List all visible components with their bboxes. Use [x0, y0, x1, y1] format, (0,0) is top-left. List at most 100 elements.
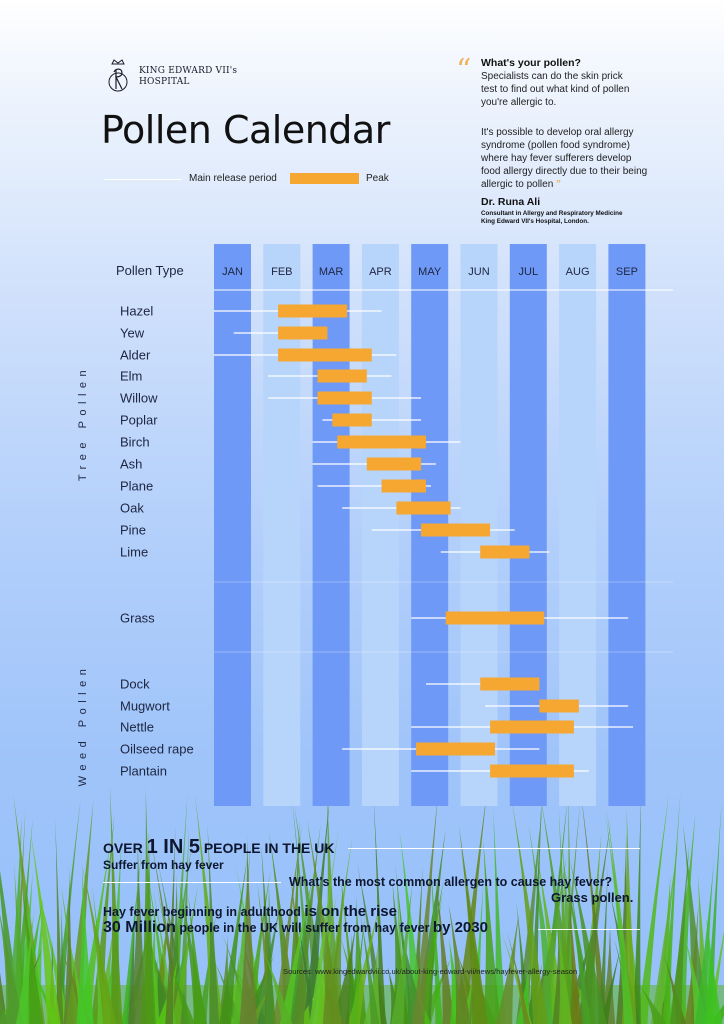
- brand-line-2: HOSPITAL: [139, 77, 190, 87]
- legend-peak-label: Peak: [366, 173, 389, 184]
- month-column-jan: [214, 244, 251, 806]
- grass-blade: [600, 925, 616, 1024]
- grass-blade: [556, 915, 573, 1024]
- pollen-label: Mugwort: [120, 699, 170, 714]
- month-column-apr: [361, 244, 399, 806]
- page-title: Pollen Calendar: [101, 108, 390, 152]
- grass-blade: [314, 948, 334, 1024]
- month-label: SEP: [616, 266, 638, 278]
- month-label: MAY: [418, 266, 442, 278]
- grass-blade: [21, 884, 44, 1024]
- stat-1-big: 1 IN 5: [146, 836, 200, 858]
- peak-bar: [416, 742, 496, 756]
- peak-bar: [278, 326, 328, 340]
- grass-blade: [279, 870, 315, 1024]
- stat-4-end: by 2030: [432, 919, 488, 936]
- grass-blade: [27, 901, 44, 1024]
- pollen-label: Poplar: [120, 413, 158, 428]
- pollen-label: Plantain: [120, 764, 167, 779]
- grass-blade: [81, 863, 116, 1024]
- quote-role-line-2: King Edward VII's Hospital, London.: [481, 218, 589, 225]
- grass-blade: [6, 817, 22, 1024]
- pollen-label: Dock: [120, 677, 150, 692]
- peak-bar: [332, 413, 372, 427]
- grass-blade: [30, 830, 61, 1024]
- peak-bar: [421, 523, 491, 537]
- grass-blade: [264, 878, 275, 1024]
- grass-blade: [454, 790, 488, 1024]
- month-label: JUN: [468, 266, 489, 278]
- quote-paragraph-2-text: It's possible to develop oral allergy sy…: [481, 127, 648, 190]
- grass-blade: [694, 860, 714, 1024]
- month-column-sep: [608, 244, 646, 806]
- stat-3: Hay fever beginning in adulthood is on t…: [103, 903, 397, 920]
- pollen-label: Willow: [120, 391, 158, 406]
- stat-4-big: 30 Million: [103, 919, 176, 936]
- group-label: Weed Pollen: [77, 664, 89, 787]
- stat-1-pre: OVER: [103, 840, 147, 856]
- grass-blade: [232, 843, 251, 1024]
- month-label: AUG: [566, 266, 590, 278]
- quote-open-icon: “: [456, 53, 472, 88]
- grass-blade: [448, 937, 466, 1024]
- pollen-label: Oilseed rape: [120, 742, 194, 757]
- peak-bar: [337, 435, 426, 449]
- stat-2-answer: Grass pollen.: [551, 890, 634, 905]
- grass-blade: [63, 866, 74, 1024]
- grass-blade: [0, 914, 24, 1024]
- quote-paragraph-1: Specialists can do the skin prick test t…: [481, 71, 630, 108]
- pollen-label: Ash: [120, 457, 142, 472]
- grass-blade: [65, 799, 94, 1024]
- pollen-label: Birch: [120, 435, 150, 450]
- peak-bar: [278, 348, 372, 362]
- grass-blade: [194, 794, 223, 1024]
- month-label: JAN: [222, 266, 243, 278]
- grass-blade: [207, 824, 220, 1024]
- grass-blade: [197, 914, 216, 1024]
- legend-main-line: [104, 179, 182, 180]
- stat-4-line: [538, 929, 640, 930]
- grass-blade: [458, 825, 488, 1024]
- grass-blade: [569, 900, 582, 1024]
- grass-blade: [11, 817, 33, 1024]
- grass-blade: [580, 789, 608, 1024]
- grass-blade: [188, 894, 206, 1024]
- quote-close-icon: ”: [556, 179, 562, 190]
- grass-blade: [670, 842, 690, 1024]
- grass-blade: [109, 786, 123, 1024]
- grass-blade: [506, 930, 530, 1024]
- month-label: MAR: [319, 266, 344, 278]
- stat-one-in-five: OVER 1 IN 5 PEOPLE IN THE UK: [103, 836, 335, 859]
- grass-blade: [140, 788, 155, 1024]
- grass-blade: [515, 802, 543, 1024]
- grass-blade: [296, 981, 322, 1024]
- grass-blade: [511, 800, 548, 1024]
- pollen-label: Nettle: [120, 720, 154, 735]
- stat-2-line: [103, 882, 281, 883]
- pollen-label: Elm: [120, 369, 142, 384]
- grass-blade: [331, 925, 356, 1024]
- peak-bar: [490, 764, 574, 778]
- peak-bar: [539, 699, 579, 713]
- month-label: FEB: [271, 266, 292, 278]
- grass-blade: [261, 945, 293, 1024]
- grass-blade: [435, 875, 455, 1024]
- peak-bar: [381, 479, 426, 493]
- grass-blade: [359, 910, 380, 1024]
- grass-blade: [96, 951, 105, 1024]
- group-label: Tree Pollen: [77, 365, 89, 481]
- hospital-crest-logo: [108, 59, 128, 92]
- legend-main-label: Main release period: [189, 173, 277, 184]
- grass-blade: [312, 894, 337, 1024]
- quote-paragraph-2: It's possible to develop oral allergy sy…: [481, 126, 651, 191]
- grass-blade: [483, 839, 501, 1024]
- grass-blade: [605, 812, 634, 1024]
- grass-blade: [309, 827, 339, 1024]
- stat-3-big: is on the rise: [304, 903, 397, 920]
- pollen-label: Alder: [120, 348, 151, 363]
- grass-blade: [177, 827, 189, 1024]
- peak-bar: [396, 501, 451, 515]
- grass-blade: [13, 897, 44, 1024]
- pollen-label: Lime: [120, 545, 148, 560]
- stat-1-sub: Suffer from hay fever: [103, 858, 224, 872]
